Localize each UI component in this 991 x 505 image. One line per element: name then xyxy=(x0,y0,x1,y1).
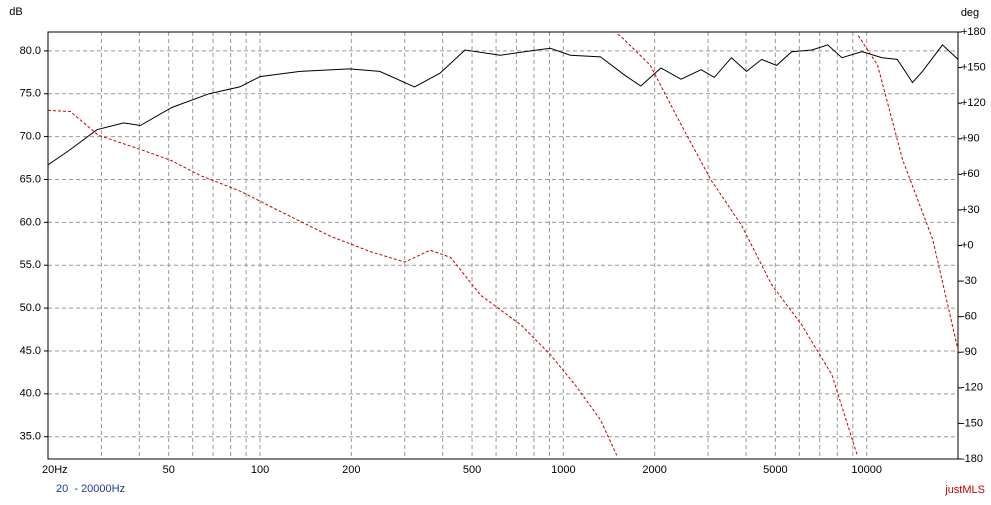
y2-tick-label: +180 xyxy=(961,26,986,38)
y-tick-label: 70.0 xyxy=(20,131,41,143)
y-tick-label: 80.0 xyxy=(20,45,41,57)
y2-tick-label: -60 xyxy=(961,311,977,323)
y-tick-label: 60.0 xyxy=(20,216,41,228)
y-tick-label: 50.0 xyxy=(20,302,41,314)
plot-frame xyxy=(47,31,959,460)
y2-tick-label: +60 xyxy=(961,168,980,180)
y2-tick-label: -120 xyxy=(961,382,983,394)
series-line xyxy=(47,33,959,456)
y2-tick-label: +0 xyxy=(961,239,974,251)
watermark: justMLS xyxy=(944,484,985,496)
range-label: 20 - 20000Hz xyxy=(56,483,125,495)
x-tick-label: 5000 xyxy=(763,464,787,476)
y-tick-label: 35.0 xyxy=(20,431,41,443)
y-tick-label: 40.0 xyxy=(20,388,41,400)
y-axis-label: dB xyxy=(9,6,22,18)
x-tick-label: 20Hz xyxy=(42,464,68,476)
series-line xyxy=(47,44,959,166)
y2-tick-label: +150 xyxy=(961,61,986,73)
x-tick-label: 50 xyxy=(163,464,175,476)
y2-tick-label: +90 xyxy=(961,133,980,145)
y2-tick-label: -150 xyxy=(961,417,983,429)
x-tick-label: 1000 xyxy=(551,464,575,476)
x-tick-label: 200 xyxy=(342,464,360,476)
y-tick-label: 55.0 xyxy=(20,259,41,271)
y-tick-label: 75.0 xyxy=(20,88,41,100)
y2-axis-label: deg xyxy=(961,7,979,19)
x-tick-label: 2000 xyxy=(642,464,666,476)
y2-tick-label: -30 xyxy=(961,275,977,287)
y-tick-label: 45.0 xyxy=(20,345,41,357)
y2-tick-label: -90 xyxy=(961,346,977,358)
y2-tick-label: +30 xyxy=(961,204,980,216)
y-tick-label: 65.0 xyxy=(20,173,41,185)
x-tick-label: 500 xyxy=(463,464,481,476)
x-tick-label: 10000 xyxy=(851,464,882,476)
x-tick-label: 100 xyxy=(251,464,269,476)
y2-tick-label: -180 xyxy=(961,453,983,465)
y2-tick-label: +120 xyxy=(961,97,986,109)
